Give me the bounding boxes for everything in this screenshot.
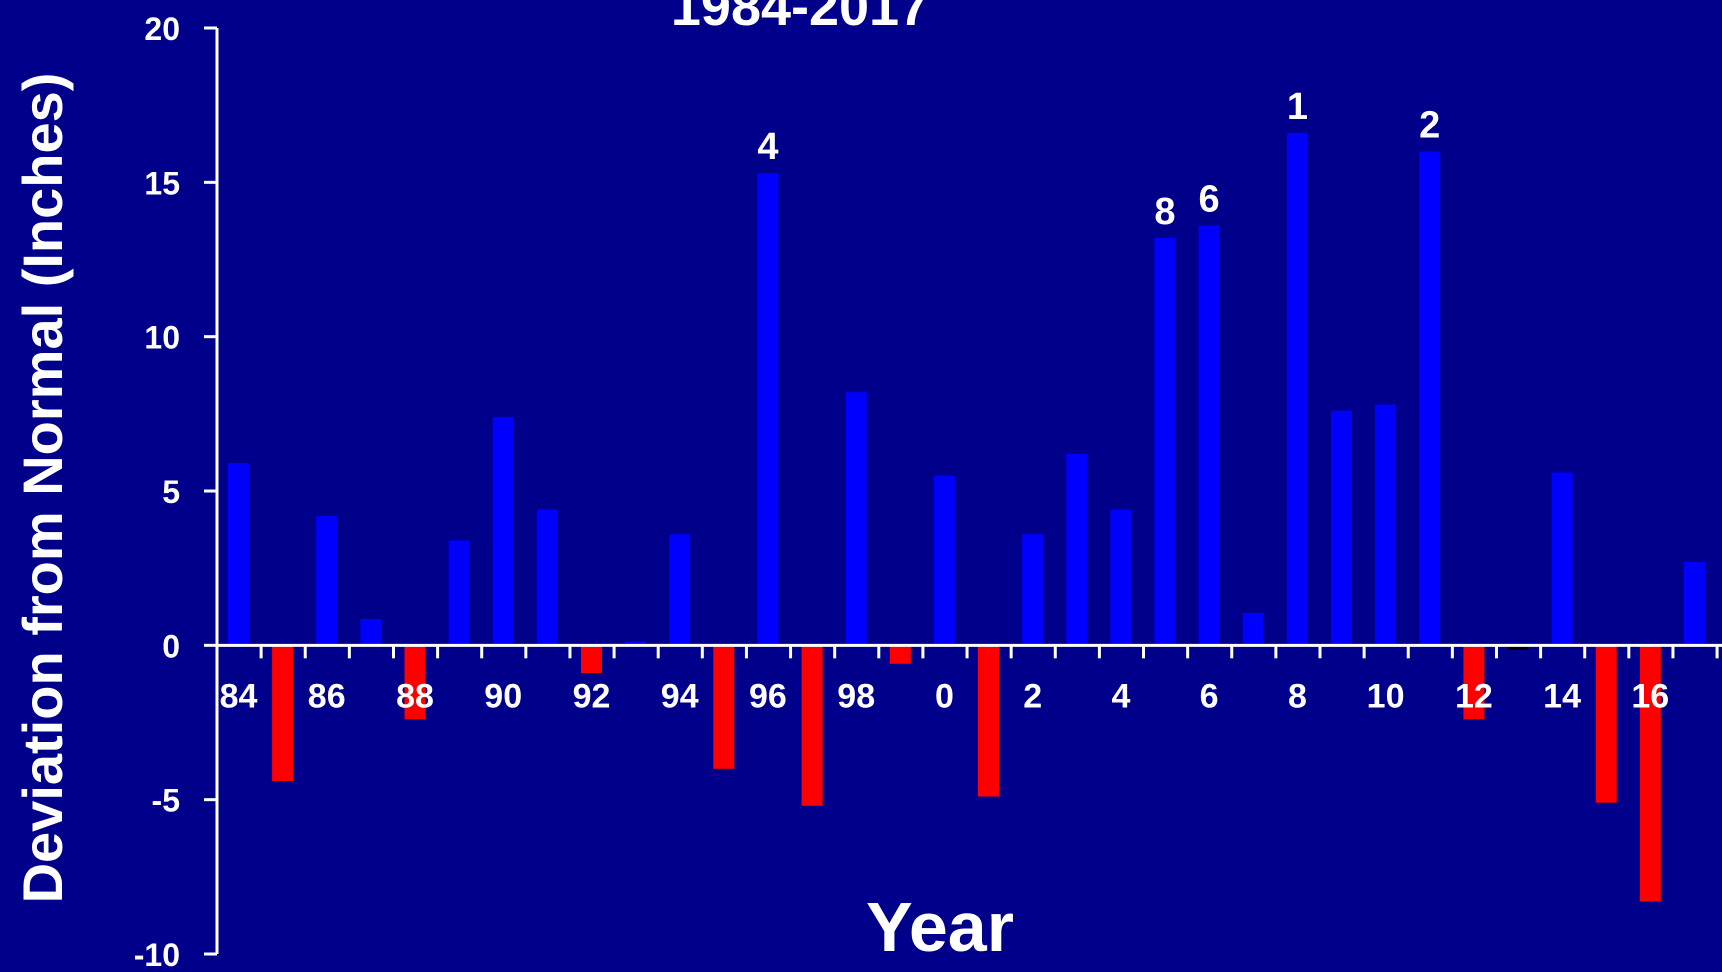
bar-1990 xyxy=(492,416,514,646)
y-tick-label: 10 xyxy=(144,320,180,356)
x-tick-label: 6 xyxy=(1200,677,1219,715)
bar-1985 xyxy=(272,645,294,782)
bar-2003 xyxy=(1066,454,1088,646)
x-tick-label: 88 xyxy=(396,677,434,715)
bar-2015 xyxy=(1595,645,1617,803)
y-tick-label: 0 xyxy=(162,628,180,664)
bar-1991 xyxy=(536,509,558,646)
bar-1996 xyxy=(757,173,779,646)
bar-2007 xyxy=(1242,612,1264,646)
bar-annotation-2008: 1 xyxy=(1287,86,1308,128)
y-axis: 20 15 10 5 0 -5 -10 xyxy=(134,11,219,972)
bar-1987 xyxy=(360,619,382,646)
bar-annotation-1996: 4 xyxy=(757,126,778,168)
x-tick-label: 94 xyxy=(661,677,699,715)
bar-2017 xyxy=(1684,562,1705,646)
bar-2010 xyxy=(1375,404,1397,646)
bar-1992 xyxy=(581,645,602,674)
bar-2004 xyxy=(1110,509,1132,646)
bar-1998 xyxy=(845,392,867,646)
x-tick-label: 2 xyxy=(1023,677,1042,715)
x-axis: 84 86 88 90 92 94 96 98 0 2 4 6 8 10 12 14 16 xyxy=(215,643,1722,715)
bar-1999 xyxy=(889,645,911,664)
y-tick-label: -10 xyxy=(134,937,180,972)
x-tick-label: 86 xyxy=(308,677,346,715)
bar-1997 xyxy=(801,645,823,806)
bar-1986 xyxy=(316,515,338,646)
bar-2002 xyxy=(1022,534,1044,646)
x-tick-label: 4 xyxy=(1111,677,1130,715)
bar-2012 xyxy=(1463,645,1485,720)
x-tick-label: 12 xyxy=(1455,677,1493,715)
bar-2014 xyxy=(1551,472,1573,646)
bar-annotation-2005: 8 xyxy=(1154,191,1175,233)
y-tick-label: 5 xyxy=(162,474,180,510)
bar-2006 xyxy=(1198,225,1220,646)
bar-2001 xyxy=(978,645,999,797)
x-tick-label: 92 xyxy=(573,677,611,715)
bar-1993 xyxy=(625,641,647,646)
x-tick-label: 0 xyxy=(935,677,954,715)
x-tick-label: 14 xyxy=(1543,677,1581,715)
bar-2009 xyxy=(1331,410,1352,646)
x-tick-label: 96 xyxy=(749,677,787,715)
bar-1984 xyxy=(228,463,249,646)
bar-2016 xyxy=(1639,645,1661,902)
bar-annotation-2011: 2 xyxy=(1419,105,1440,147)
chart-title: 1984-2017 xyxy=(671,0,929,37)
x-tick-label: 16 xyxy=(1631,677,1669,715)
bar-2000 xyxy=(933,475,955,646)
y-axis-label: Deviation from Normal (Inches) xyxy=(11,73,74,904)
bar-annotation-2006: 6 xyxy=(1199,179,1220,221)
y-tick-label: 20 xyxy=(144,11,180,47)
x-tick-label: 10 xyxy=(1367,677,1405,715)
bar-1989 xyxy=(448,540,470,646)
bar-1995 xyxy=(713,645,735,769)
y-tick-label: -5 xyxy=(152,783,180,819)
x-axis-label: Year xyxy=(866,888,1014,966)
bar-2008 xyxy=(1286,132,1308,646)
x-tick-label: 84 xyxy=(220,677,258,715)
bar-2005 xyxy=(1154,237,1176,646)
bar-annotations: 4 8 6 1 2 xyxy=(757,86,1440,233)
x-tick-label: 98 xyxy=(837,677,875,715)
bars-group xyxy=(228,132,1705,902)
x-tick-label: 90 xyxy=(484,677,522,715)
y-tick-label: 15 xyxy=(144,165,180,201)
bar-2013 xyxy=(1507,645,1529,650)
bar-1988 xyxy=(404,645,426,720)
bar-1994 xyxy=(669,534,691,646)
x-tick-label: 8 xyxy=(1288,677,1307,715)
bar-2011 xyxy=(1419,151,1441,646)
